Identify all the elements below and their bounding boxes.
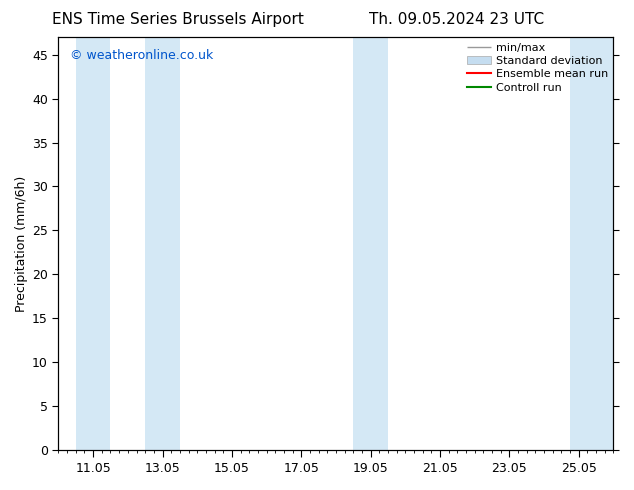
Bar: [570, 37, 614, 450]
Text: Th. 09.05.2024 23 UTC: Th. 09.05.2024 23 UTC: [369, 12, 544, 27]
Legend: min/max, Standard deviation, Ensemble mean run, Controll run: min/max, Standard deviation, Ensemble me…: [465, 40, 610, 95]
Y-axis label: Precipitation (mm/6h): Precipitation (mm/6h): [15, 175, 28, 312]
Bar: [353, 37, 388, 450]
Bar: [145, 37, 180, 450]
Text: © weatheronline.co.uk: © weatheronline.co.uk: [70, 49, 213, 62]
Text: ENS Time Series Brussels Airport: ENS Time Series Brussels Airport: [51, 12, 304, 27]
Bar: [76, 37, 110, 450]
